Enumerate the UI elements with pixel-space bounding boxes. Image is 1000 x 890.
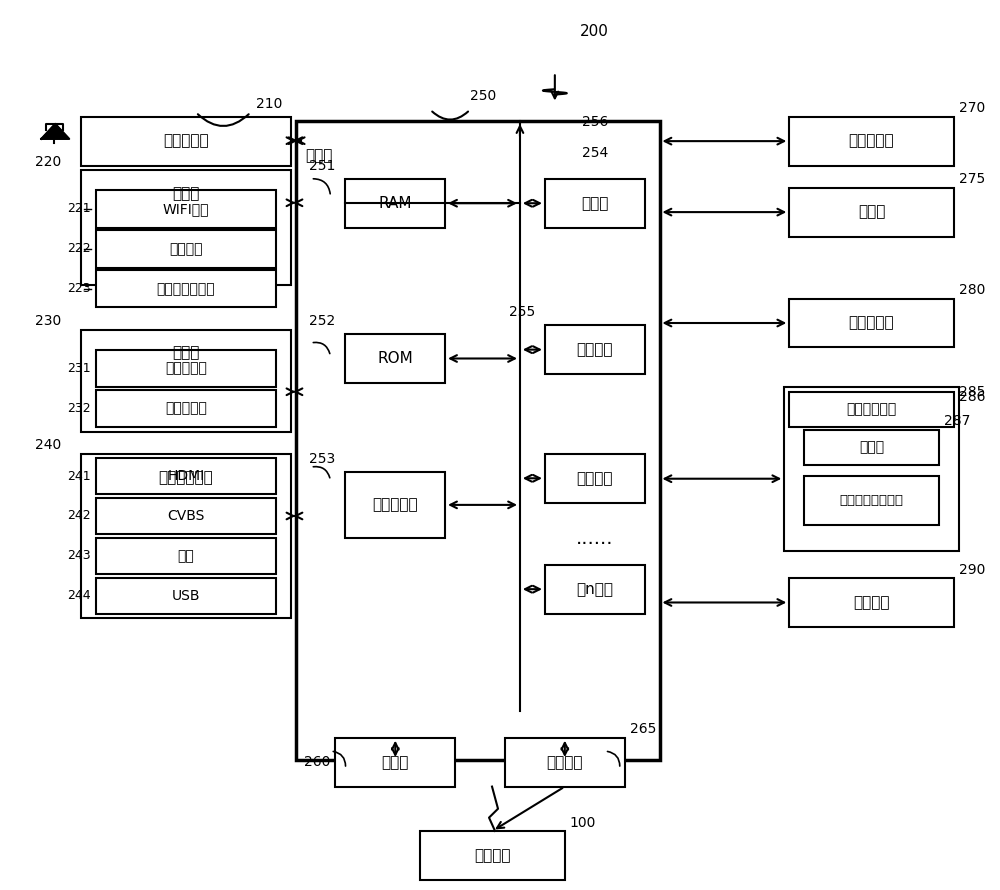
FancyBboxPatch shape <box>96 578 276 613</box>
Text: WIFI模块: WIFI模块 <box>163 202 209 216</box>
Text: 244: 244 <box>68 589 91 603</box>
Text: 视频处理器: 视频处理器 <box>849 134 894 149</box>
Text: 有线以太网模块: 有线以太网模块 <box>157 282 215 295</box>
Text: 260: 260 <box>304 756 330 769</box>
Text: 第一接口: 第一接口 <box>576 342 613 357</box>
Text: 供电电源: 供电电源 <box>853 595 890 610</box>
Text: 232: 232 <box>68 402 91 415</box>
FancyBboxPatch shape <box>96 498 276 534</box>
Text: 音频处理器: 音频处理器 <box>849 316 894 330</box>
Text: 控制装置: 控制装置 <box>474 848 511 862</box>
FancyBboxPatch shape <box>96 390 276 427</box>
Text: 286: 286 <box>959 390 985 404</box>
Text: 265: 265 <box>630 723 656 736</box>
FancyBboxPatch shape <box>345 179 445 228</box>
FancyBboxPatch shape <box>81 170 291 286</box>
Text: RAM: RAM <box>379 196 412 211</box>
FancyBboxPatch shape <box>545 565 645 613</box>
Text: 280: 280 <box>959 283 985 297</box>
Text: 255: 255 <box>509 305 535 320</box>
FancyBboxPatch shape <box>545 325 645 374</box>
Text: 显示器: 显示器 <box>858 205 885 220</box>
FancyBboxPatch shape <box>804 476 939 525</box>
Text: 220: 220 <box>35 155 61 168</box>
Text: 252: 252 <box>309 314 335 328</box>
Text: 250: 250 <box>470 89 496 103</box>
FancyBboxPatch shape <box>296 121 660 760</box>
Text: 第二接口: 第二接口 <box>576 471 613 486</box>
Text: 通信器: 通信器 <box>172 186 200 201</box>
Text: 蓝牙模块: 蓝牙模块 <box>169 242 203 256</box>
Text: 分量: 分量 <box>177 549 194 562</box>
Text: 图形处理器: 图形处理器 <box>372 498 418 513</box>
FancyBboxPatch shape <box>784 387 959 552</box>
Text: USB: USB <box>172 589 200 603</box>
Text: 210: 210 <box>256 97 282 111</box>
FancyBboxPatch shape <box>96 350 276 387</box>
Polygon shape <box>41 124 69 139</box>
Text: 241: 241 <box>68 470 91 482</box>
Text: 275: 275 <box>959 173 985 186</box>
FancyBboxPatch shape <box>345 472 445 538</box>
Text: 270: 270 <box>959 101 985 116</box>
Text: 扬声器: 扬声器 <box>859 441 884 455</box>
FancyBboxPatch shape <box>81 117 291 166</box>
Text: CVBS: CVBS <box>167 509 205 523</box>
FancyBboxPatch shape <box>545 179 645 228</box>
Text: 100: 100 <box>570 815 596 829</box>
Text: 290: 290 <box>959 562 985 577</box>
Text: HDMI: HDMI <box>167 469 204 483</box>
FancyBboxPatch shape <box>335 738 455 787</box>
FancyBboxPatch shape <box>96 458 276 494</box>
FancyBboxPatch shape <box>345 334 445 383</box>
Text: 控制器: 控制器 <box>306 148 333 163</box>
Text: 285: 285 <box>959 385 985 400</box>
Text: 外接音响输出端子: 外接音响输出端子 <box>839 494 903 507</box>
Text: 240: 240 <box>35 439 61 452</box>
FancyBboxPatch shape <box>505 738 625 787</box>
Text: 用户接口: 用户接口 <box>547 755 583 770</box>
FancyBboxPatch shape <box>789 392 954 427</box>
Text: 200: 200 <box>580 24 609 38</box>
FancyBboxPatch shape <box>789 188 954 237</box>
FancyBboxPatch shape <box>96 190 276 228</box>
Text: 251: 251 <box>309 159 335 173</box>
FancyBboxPatch shape <box>96 538 276 574</box>
Text: 223: 223 <box>68 282 91 295</box>
Text: 检测器: 检测器 <box>172 345 200 360</box>
Text: ......: ...... <box>576 529 613 547</box>
Text: 第n接口: 第n接口 <box>576 582 613 596</box>
FancyBboxPatch shape <box>81 454 291 618</box>
Text: 处理器: 处理器 <box>581 196 608 211</box>
FancyBboxPatch shape <box>96 271 276 307</box>
Text: ROM: ROM <box>377 351 413 366</box>
Text: 图像采集器: 图像采集器 <box>165 401 207 416</box>
FancyBboxPatch shape <box>420 831 565 879</box>
Text: 253: 253 <box>309 452 335 465</box>
Text: 287: 287 <box>944 415 970 428</box>
Text: 声音采集器: 声音采集器 <box>165 361 207 376</box>
Text: 254: 254 <box>582 146 608 159</box>
Text: 231: 231 <box>68 362 91 376</box>
Text: 音频输出接口: 音频输出接口 <box>846 402 897 417</box>
Text: 221: 221 <box>68 203 91 215</box>
FancyBboxPatch shape <box>81 329 291 432</box>
FancyBboxPatch shape <box>789 117 954 166</box>
FancyBboxPatch shape <box>96 231 276 268</box>
FancyBboxPatch shape <box>545 454 645 503</box>
Text: 调谐解调器: 调谐解调器 <box>163 134 209 149</box>
Text: 外部装置接口: 外部装置接口 <box>158 470 213 485</box>
Text: 222: 222 <box>68 242 91 255</box>
Text: 256: 256 <box>582 115 608 128</box>
Text: 存储器: 存储器 <box>382 755 409 770</box>
Text: 242: 242 <box>68 509 91 522</box>
FancyBboxPatch shape <box>789 299 954 347</box>
Text: 243: 243 <box>68 549 91 562</box>
FancyBboxPatch shape <box>789 578 954 627</box>
FancyBboxPatch shape <box>804 430 939 465</box>
Text: 230: 230 <box>35 314 61 328</box>
